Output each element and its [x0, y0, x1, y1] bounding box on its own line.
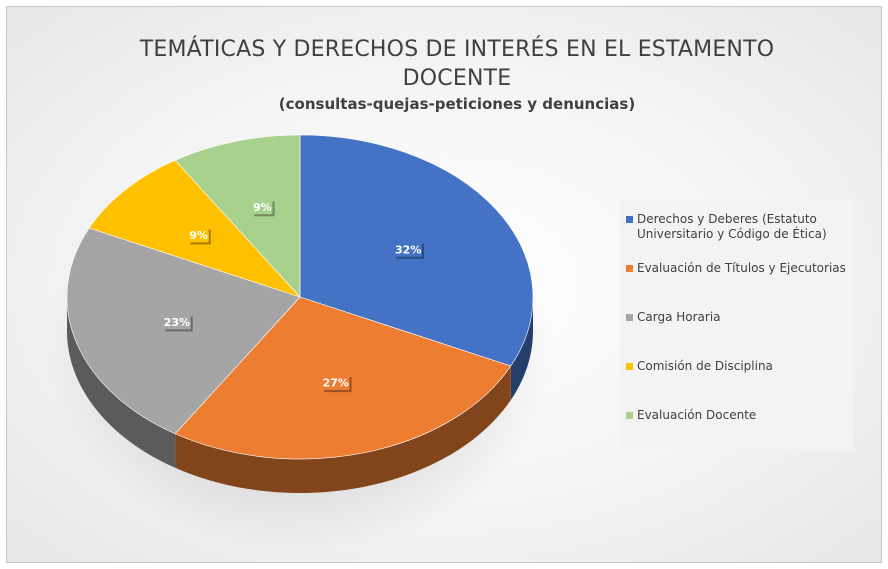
svg-text:9%: 9%	[189, 229, 208, 242]
pie-slice-2	[66, 227, 301, 435]
svg-text:23%: 23%	[164, 316, 190, 329]
pie-sides	[67, 297, 533, 493]
chart-subtitle: (consultas-quejas-peticiones y denuncias…	[278, 95, 636, 113]
legend-label-0: Derechos y Deberes (Estatuto Universitar…	[637, 212, 827, 241]
pie-labels: 32% 27% 23% 9% 9%	[163, 199, 424, 393]
data-label-1: 27%	[322, 375, 352, 393]
legend-swatch-4	[626, 412, 633, 419]
pie-slice-4	[174, 134, 301, 298]
legend-item-3: Comisión de Disciplina	[626, 359, 847, 374]
data-label-3: 9%	[188, 227, 211, 245]
chart-title: TEMÁTICAS Y DERECHOS DE INTERÉS EN EL ES…	[139, 37, 775, 91]
legend-label-4: Evaluación Docente	[637, 408, 757, 422]
svg-text:32%: 32%	[395, 243, 421, 256]
legend-item-2: Carga Horaria	[626, 310, 847, 325]
data-label-4: 9%	[252, 199, 275, 217]
legend-item-0: Derechos y Deberes (Estatuto Universitar…	[626, 212, 847, 242]
pie-side-2	[67, 297, 176, 468]
pie-side-1	[175, 365, 511, 493]
pie-side-0	[510, 297, 533, 400]
data-label-0: 32%	[394, 241, 424, 259]
legend-item-4: Evaluación Docente	[626, 408, 847, 423]
legend-swatch-1	[626, 265, 633, 272]
data-label-2: 23%	[163, 314, 193, 332]
legend: Derechos y Deberes (Estatuto Universitar…	[620, 200, 853, 449]
legend-item-1: Evaluación de Títulos y Ejecutorias	[626, 261, 847, 276]
pie-tops	[66, 134, 534, 460]
legend-swatch-0	[626, 216, 633, 223]
legend-swatch-2	[626, 314, 633, 321]
svg-text:9%: 9%	[253, 201, 272, 214]
legend-label-2: Carga Horaria	[637, 310, 721, 324]
svg-text:27%: 27%	[323, 377, 349, 390]
legend-label-3: Comisión de Disciplina	[637, 359, 773, 373]
legend-swatch-3	[626, 363, 633, 370]
legend-label-1: Evaluación de Títulos y Ejecutorias	[637, 261, 846, 275]
